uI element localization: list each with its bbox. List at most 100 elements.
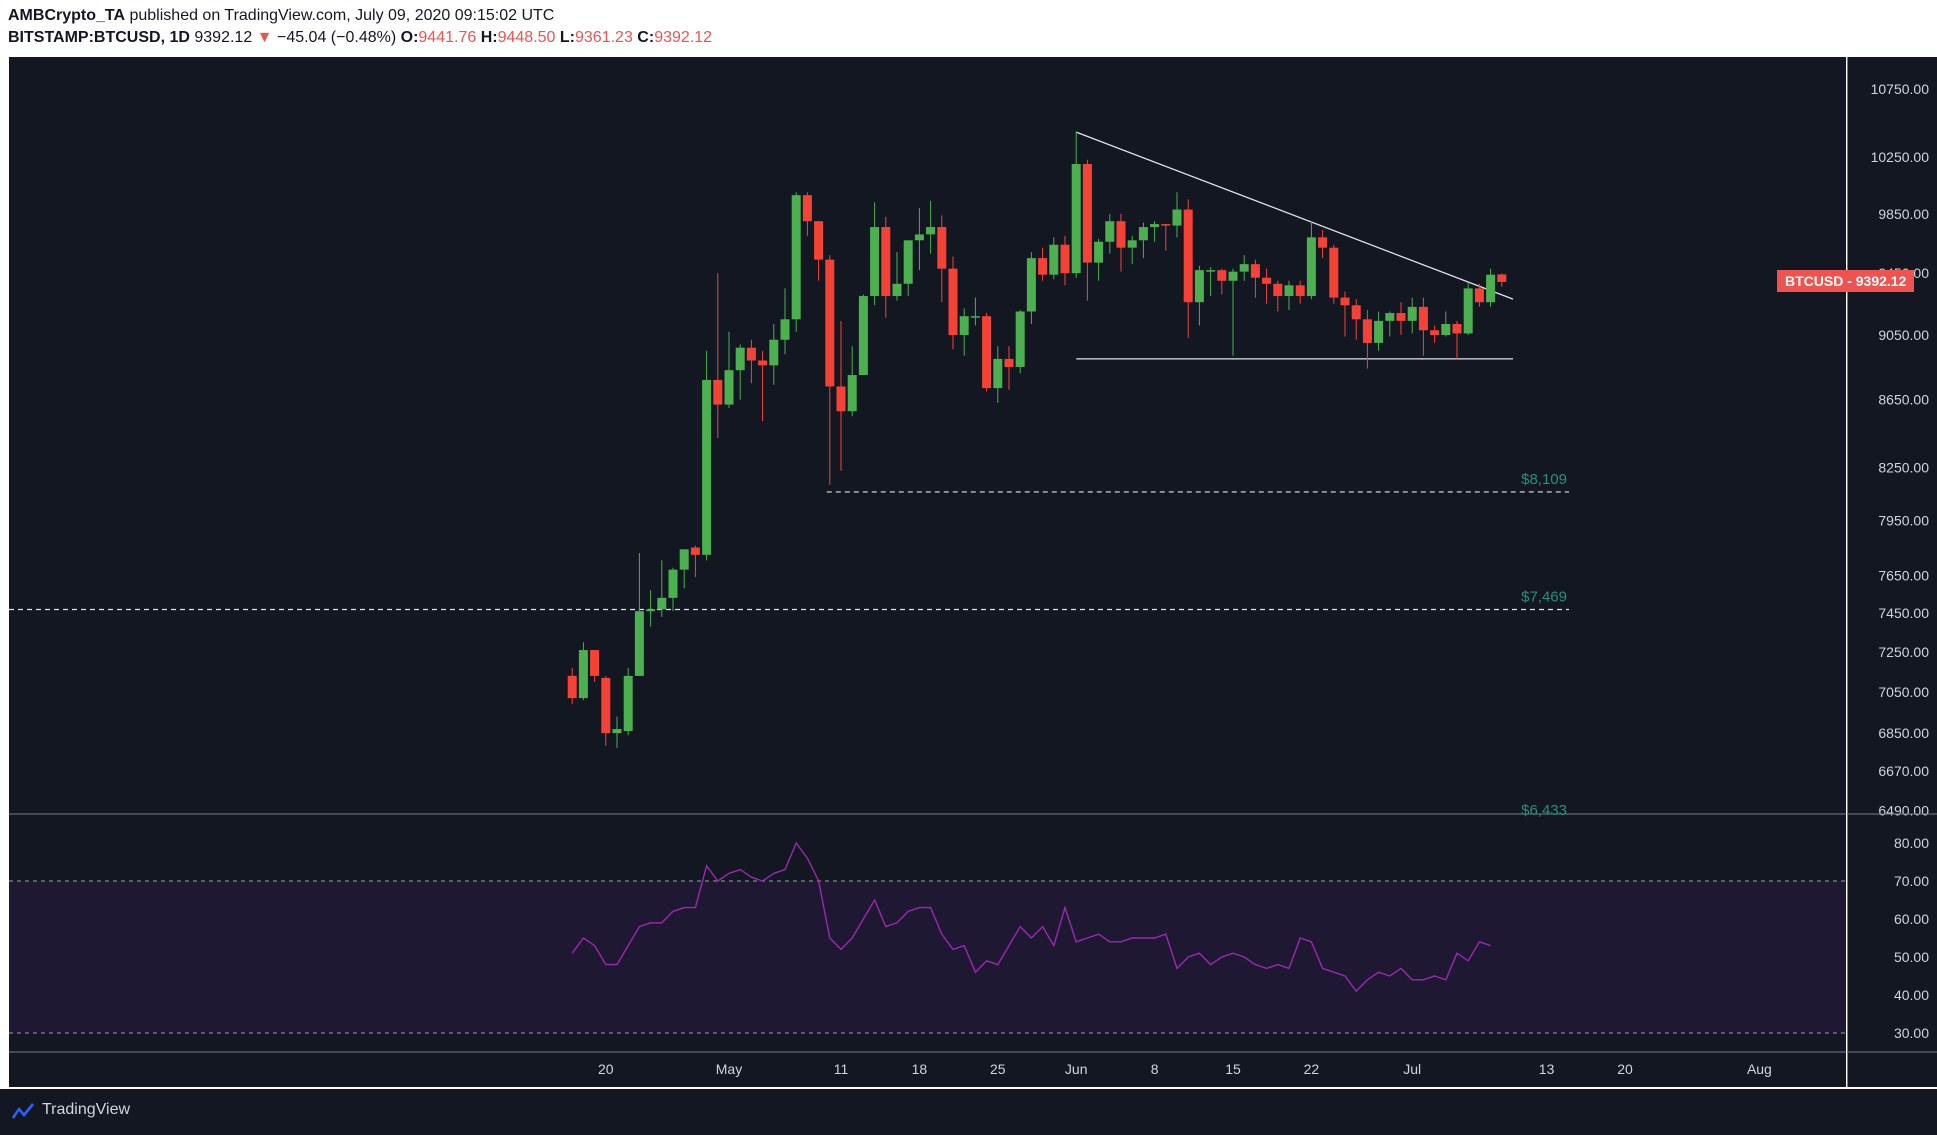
candle-body xyxy=(612,728,622,734)
candle-body xyxy=(1385,313,1395,321)
candle xyxy=(858,294,868,376)
candle xyxy=(1116,213,1126,272)
candle-body xyxy=(1206,270,1216,272)
candle-body xyxy=(601,677,611,734)
price-tick-label: 7250.00 xyxy=(1878,644,1929,660)
x-tick-label: Jul xyxy=(1403,1061,1421,1077)
rsi-tick-label: 70.00 xyxy=(1894,873,1929,889)
footer: TradingView xyxy=(0,1089,1937,1135)
candle-body xyxy=(1004,358,1014,367)
candle xyxy=(1004,346,1014,390)
candle xyxy=(746,339,756,384)
chart-svg: $8,109 $7,469 $6,433 20 May 11 18 25 Jun 8 15 22 Jul… xyxy=(9,131,1846,1077)
candle-body xyxy=(1441,323,1451,335)
candle-body xyxy=(982,316,992,389)
candle-body xyxy=(1183,209,1193,303)
candle xyxy=(657,560,667,617)
low-value: 9361.23 xyxy=(575,29,633,46)
candle-body xyxy=(1094,241,1104,263)
candle xyxy=(982,313,992,392)
price-tick-label: 10250.00 xyxy=(1871,149,1930,165)
x-tick-label: 22 xyxy=(1304,1061,1320,1077)
publish-info: AMBCrypto_TA published on TradingView.co… xyxy=(8,7,554,25)
candle-body xyxy=(802,195,812,222)
candle-body xyxy=(1407,306,1417,321)
candle-body xyxy=(814,221,824,260)
candle xyxy=(769,323,779,385)
chart-header: AMBCrypto_TA published on TradingView.co… xyxy=(0,0,1937,52)
candle-body xyxy=(679,549,689,570)
candle xyxy=(1038,247,1048,281)
candle xyxy=(892,252,902,301)
candle-body xyxy=(1396,313,1406,321)
rsi-band xyxy=(9,881,1846,1033)
candle-body xyxy=(590,650,600,676)
candle-body xyxy=(926,227,936,235)
candle-body xyxy=(870,227,880,297)
x-tick-label: 20 xyxy=(598,1061,614,1077)
candle-body xyxy=(1138,227,1148,241)
candle xyxy=(1284,280,1294,310)
candle xyxy=(646,590,656,627)
published-text: published on TradingView.com, July 09, 2… xyxy=(129,7,555,24)
candle xyxy=(814,221,824,281)
candle-body xyxy=(1318,237,1328,248)
x-tick-label: Aug xyxy=(1747,1061,1772,1077)
x-tick-label: 11 xyxy=(834,1061,849,1077)
candle xyxy=(870,202,880,306)
candle xyxy=(578,642,588,701)
candle-body xyxy=(1116,221,1126,248)
candle xyxy=(1049,237,1059,280)
candle-body xyxy=(1026,258,1036,312)
candle xyxy=(1206,267,1216,297)
price-axis[interactable]: 10750.0010250.009850.009450.009050.00865… xyxy=(1847,57,1937,1087)
candle xyxy=(1105,213,1115,254)
candle xyxy=(836,320,846,471)
candle xyxy=(1161,224,1171,251)
candle xyxy=(1295,280,1305,304)
price-tick-label: 7050.00 xyxy=(1878,684,1929,700)
candle xyxy=(1273,280,1283,312)
x-tick-label: 15 xyxy=(1225,1061,1241,1077)
tradingview-brand[interactable]: TradingView xyxy=(42,1101,131,1118)
candle xyxy=(623,667,633,736)
symbol-label[interactable]: BITSTAMP:BTCUSD, 1D xyxy=(8,29,190,46)
price-tick-label: 7950.00 xyxy=(1878,512,1929,528)
candle-body xyxy=(1351,305,1361,320)
price-tick-label: 8650.00 xyxy=(1878,392,1929,408)
candle xyxy=(1172,192,1182,238)
candle-body xyxy=(1306,237,1316,297)
candle-body xyxy=(1250,264,1260,278)
rsi-tick-label: 80.00 xyxy=(1894,835,1929,851)
candle xyxy=(1329,244,1339,304)
candle-body xyxy=(970,316,980,318)
candle-body xyxy=(1015,311,1025,367)
publisher-name[interactable]: AMBCrypto_TA xyxy=(8,7,126,24)
price-tick-label: 6490.00 xyxy=(1878,802,1929,818)
candle-body xyxy=(646,609,656,612)
candle-body xyxy=(1172,209,1182,226)
candle xyxy=(668,567,678,612)
candle-body xyxy=(791,195,801,320)
candle-body xyxy=(881,227,891,297)
x-tick-label: 25 xyxy=(990,1061,1006,1077)
level-label: $8,109 xyxy=(1521,471,1567,488)
x-tick-label: 13 xyxy=(1539,1061,1555,1077)
candle xyxy=(1217,268,1227,295)
high-label: H: xyxy=(480,29,498,46)
candle xyxy=(1362,309,1372,369)
candle-body xyxy=(959,316,969,335)
candle-body xyxy=(1284,285,1294,297)
candle-body xyxy=(1105,221,1115,242)
candle xyxy=(791,192,801,332)
candle xyxy=(1452,320,1462,359)
candle-body xyxy=(623,675,633,732)
high-value: 9448.50 xyxy=(497,29,556,46)
candle-body xyxy=(1194,270,1204,303)
candle-body xyxy=(858,296,868,376)
candle xyxy=(825,255,835,485)
candle-body xyxy=(847,375,857,412)
candle xyxy=(914,208,924,271)
chart-area[interactable]: $8,109 $7,469 $6,433 20 May 11 18 25 Jun 8 15 22 Jul… xyxy=(9,57,1846,1087)
rsi-tick-label: 30.00 xyxy=(1894,1025,1929,1041)
